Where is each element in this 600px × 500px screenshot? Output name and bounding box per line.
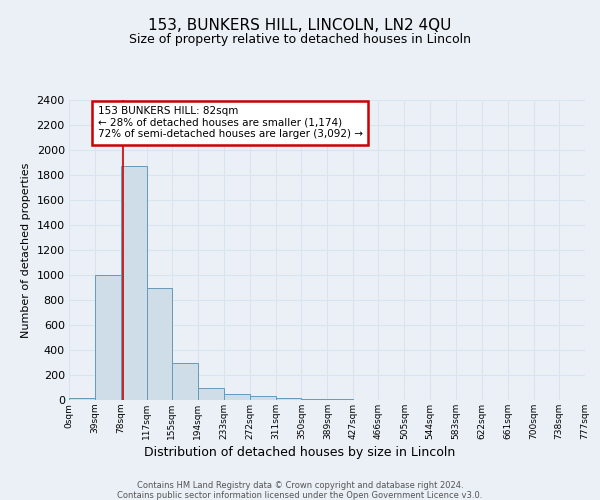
- Bar: [301, 399, 328, 400]
- Bar: [95, 275, 121, 400]
- Text: Size of property relative to detached houses in Lincoln: Size of property relative to detached ho…: [129, 32, 471, 46]
- Bar: [275, 398, 301, 400]
- Text: 153 BUNKERS HILL: 82sqm
← 28% of detached houses are smaller (1,174)
72% of semi: 153 BUNKERS HILL: 82sqm ← 28% of detache…: [98, 106, 362, 140]
- Text: Contains HM Land Registry data © Crown copyright and database right 2024.: Contains HM Land Registry data © Crown c…: [137, 480, 463, 490]
- Bar: [146, 288, 172, 400]
- Text: Contains public sector information licensed under the Open Government Licence v3: Contains public sector information licen…: [118, 490, 482, 500]
- Bar: [224, 394, 250, 400]
- Text: Distribution of detached houses by size in Lincoln: Distribution of detached houses by size …: [145, 446, 455, 459]
- Y-axis label: Number of detached properties: Number of detached properties: [21, 162, 31, 338]
- Bar: [250, 396, 275, 400]
- Bar: [328, 399, 353, 400]
- Bar: [198, 388, 224, 400]
- Bar: [69, 398, 95, 400]
- Bar: [121, 166, 146, 400]
- Bar: [172, 362, 198, 400]
- Text: 153, BUNKERS HILL, LINCOLN, LN2 4QU: 153, BUNKERS HILL, LINCOLN, LN2 4QU: [148, 18, 452, 32]
